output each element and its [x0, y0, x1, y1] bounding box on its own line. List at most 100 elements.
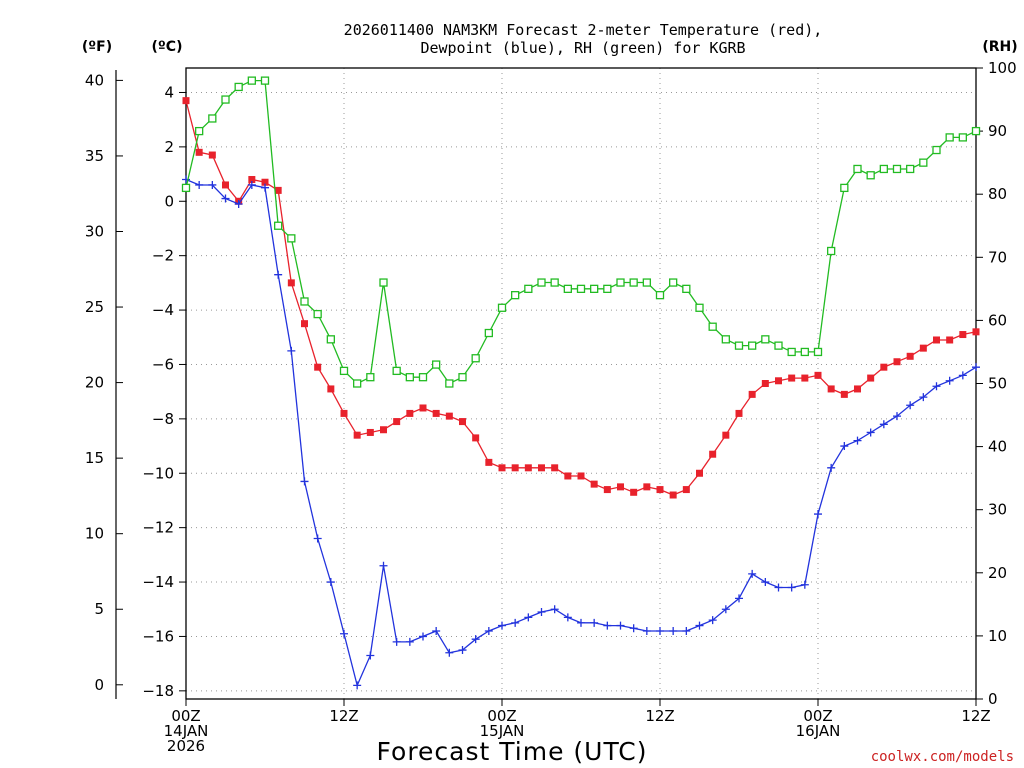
data-point	[617, 483, 624, 491]
data-point	[682, 627, 691, 636]
f-axis-tick-label: 0	[94, 676, 104, 694]
data-point	[326, 578, 335, 587]
data-point	[774, 583, 783, 592]
data-point	[853, 436, 862, 445]
axes: 420−2−4−6−8−10−12−14−16−1840353025201510…	[85, 59, 1017, 755]
data-point	[722, 431, 730, 439]
data-point	[945, 376, 954, 385]
data-point	[577, 618, 585, 627]
data-point	[195, 180, 204, 189]
data-point	[775, 377, 782, 385]
x-axis-tick-line: 00Z	[171, 707, 200, 725]
data-point	[682, 486, 690, 494]
data-point	[247, 76, 256, 85]
data-point	[314, 363, 322, 371]
data-point	[788, 374, 796, 382]
data-point	[577, 472, 585, 480]
rh-axis-tick-label: 80	[988, 185, 1007, 203]
f-axis-tick-label: 5	[94, 600, 104, 618]
data-point	[261, 183, 269, 192]
data-point	[234, 82, 243, 92]
data-point	[392, 366, 401, 376]
data-point	[827, 246, 836, 256]
data-point	[919, 344, 927, 352]
data-point	[603, 486, 611, 494]
data-point	[696, 469, 703, 477]
data-point	[958, 371, 967, 380]
data-point	[827, 463, 836, 472]
c-axis-tick-label: 2	[164, 138, 174, 156]
data-point	[405, 637, 414, 646]
data-point	[971, 126, 981, 136]
data-point	[379, 561, 388, 570]
data-point	[484, 328, 493, 338]
c-axis-tick-label: −2	[152, 247, 174, 265]
data-point	[432, 360, 441, 369]
data-point	[537, 607, 546, 616]
data-point	[629, 278, 638, 287]
data-point	[537, 278, 546, 287]
data-point	[208, 114, 217, 123]
data-point	[643, 483, 651, 491]
fahrenheit-unit-label: (ºF)	[82, 39, 112, 55]
data-point	[616, 621, 625, 630]
c-axis-tick-label: −16	[142, 627, 174, 645]
data-point	[222, 181, 229, 189]
data-point	[339, 366, 349, 376]
data-point	[892, 164, 902, 174]
data-point	[695, 621, 704, 630]
data-point	[471, 354, 480, 363]
data-point	[787, 583, 796, 592]
data-point	[538, 464, 545, 472]
data-point	[458, 646, 467, 655]
data-point	[366, 428, 374, 436]
data-point	[853, 164, 862, 174]
rh-axis-tick-label: 60	[988, 311, 1007, 329]
data-point	[260, 76, 270, 85]
data-point	[880, 363, 888, 371]
data-point	[524, 613, 533, 622]
data-point	[616, 278, 625, 287]
f-axis-tick-label: 20	[85, 374, 104, 392]
rh-unit-label: (RH)	[982, 39, 1017, 55]
data-point	[405, 373, 414, 382]
x-axis-tick-line: 2026	[167, 737, 205, 755]
data-point	[550, 278, 559, 287]
data-point	[471, 635, 480, 644]
data-point	[208, 180, 217, 189]
data-point	[248, 176, 256, 184]
data-point	[327, 385, 335, 393]
data-point	[854, 385, 861, 393]
data-point	[761, 380, 769, 387]
data-point	[195, 126, 204, 136]
data-point	[511, 464, 519, 472]
data-point	[656, 486, 664, 494]
data-point	[906, 164, 915, 174]
data-point	[195, 148, 203, 156]
data-point	[748, 390, 756, 398]
c-axis-tick-label: 0	[164, 192, 174, 210]
x-axis-tick-line: 14JAN	[164, 722, 209, 740]
data-point	[603, 621, 612, 630]
data-point	[234, 199, 243, 208]
celsius-unit-label: (ºC)	[152, 39, 183, 55]
data-point	[827, 385, 835, 393]
x-axis-tick-label: 12Z	[645, 707, 674, 725]
data-point	[247, 180, 256, 189]
data-point	[906, 352, 914, 360]
x-axis-tick-line: 00Z	[487, 707, 516, 725]
f-axis-tick-label: 10	[85, 525, 104, 543]
data-point	[498, 464, 506, 472]
data-point	[801, 374, 809, 382]
data-point	[630, 488, 638, 496]
f-axis-tick-label: 35	[85, 147, 104, 165]
data-point	[287, 346, 296, 355]
series-temperature	[182, 97, 980, 499]
data-point	[814, 510, 822, 519]
c-axis-tick-label: −6	[152, 355, 174, 373]
data-point	[867, 374, 875, 382]
data-point	[379, 278, 388, 287]
f-axis-tick-label: 15	[85, 449, 104, 467]
data-point	[458, 373, 467, 382]
